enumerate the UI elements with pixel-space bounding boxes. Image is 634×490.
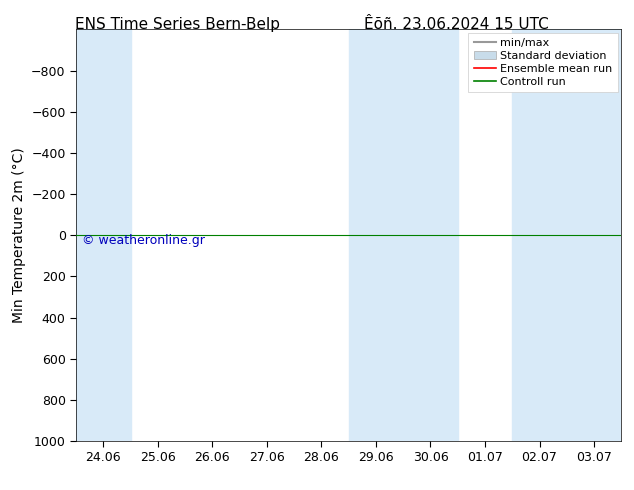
Legend: min/max, Standard deviation, Ensemble mean run, Controll run: min/max, Standard deviation, Ensemble me… [468,33,618,92]
Bar [76,29,131,441]
Bar [349,29,458,441]
Text: Êõñ. 23.06.2024 15 UTC: Êõñ. 23.06.2024 15 UTC [364,17,549,32]
Bar [512,29,621,441]
Text: ENS Time Series Bern-Belp: ENS Time Series Bern-Belp [75,17,280,32]
Text: © weatheronline.gr: © weatheronline.gr [82,234,204,247]
Y-axis label: Min Temperature 2m (°C): Min Temperature 2m (°C) [11,147,25,323]
